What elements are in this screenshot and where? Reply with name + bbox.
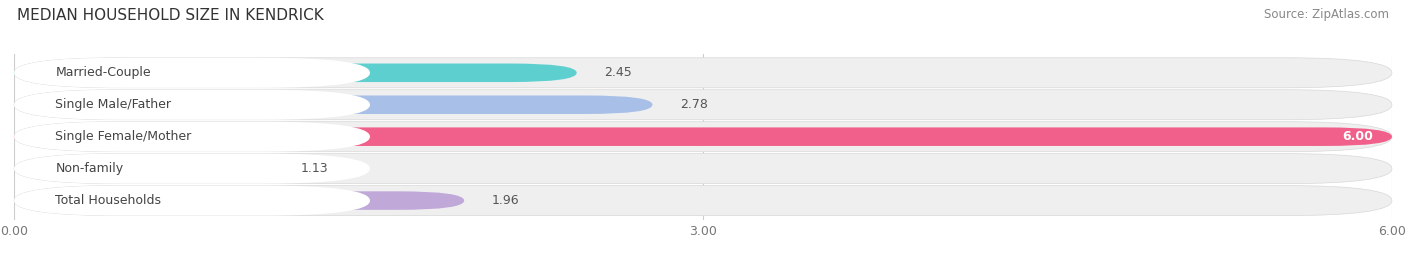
- FancyBboxPatch shape: [14, 159, 274, 178]
- FancyBboxPatch shape: [14, 64, 576, 82]
- Text: 1.13: 1.13: [301, 162, 329, 175]
- FancyBboxPatch shape: [14, 127, 1392, 146]
- FancyBboxPatch shape: [14, 58, 1392, 88]
- FancyBboxPatch shape: [14, 191, 464, 210]
- FancyBboxPatch shape: [14, 122, 1392, 152]
- FancyBboxPatch shape: [14, 122, 370, 152]
- Text: 2.45: 2.45: [605, 66, 633, 79]
- Text: MEDIAN HOUSEHOLD SIZE IN KENDRICK: MEDIAN HOUSEHOLD SIZE IN KENDRICK: [17, 8, 323, 23]
- FancyBboxPatch shape: [14, 154, 1392, 184]
- Text: Total Households: Total Households: [55, 194, 162, 207]
- Text: 1.96: 1.96: [492, 194, 519, 207]
- FancyBboxPatch shape: [14, 58, 370, 88]
- FancyBboxPatch shape: [14, 185, 1392, 216]
- Text: Single Female/Mother: Single Female/Mother: [55, 130, 191, 143]
- FancyBboxPatch shape: [14, 185, 370, 216]
- FancyBboxPatch shape: [14, 90, 1392, 120]
- Text: 2.78: 2.78: [681, 98, 707, 111]
- Text: Non-family: Non-family: [55, 162, 124, 175]
- FancyBboxPatch shape: [14, 90, 370, 120]
- Text: Married-Couple: Married-Couple: [55, 66, 150, 79]
- FancyBboxPatch shape: [14, 154, 370, 184]
- Text: Source: ZipAtlas.com: Source: ZipAtlas.com: [1264, 8, 1389, 21]
- Text: 6.00: 6.00: [1343, 130, 1374, 143]
- Text: Single Male/Father: Single Male/Father: [55, 98, 172, 111]
- FancyBboxPatch shape: [14, 95, 652, 114]
